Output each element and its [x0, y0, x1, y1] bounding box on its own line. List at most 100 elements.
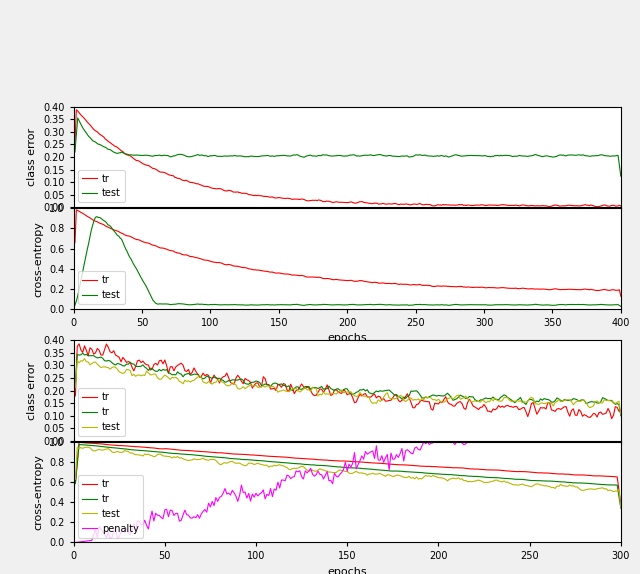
Y-axis label: cross-entropy: cross-entropy — [34, 454, 44, 530]
tr — [398, 395, 406, 402]
Legend: tr, tr, test: tr, tr, test — [79, 389, 125, 436]
test — [533, 480, 541, 487]
tr — [74, 459, 81, 466]
Line: tr: tr — [76, 443, 621, 503]
test — [138, 152, 146, 159]
Line: tr: tr — [76, 444, 621, 508]
test — [93, 213, 100, 220]
tr — [467, 202, 474, 209]
Line: penalty: penalty — [76, 442, 621, 542]
tr — [617, 407, 625, 414]
tr — [72, 207, 80, 214]
tr — [71, 239, 79, 246]
tr — [398, 461, 406, 468]
Line: tr: tr — [76, 344, 621, 418]
tr — [74, 351, 81, 358]
tr — [568, 407, 575, 414]
penalty — [394, 454, 402, 461]
test — [398, 393, 406, 400]
test — [469, 152, 477, 159]
X-axis label: epochs: epochs — [328, 567, 367, 574]
tr — [396, 398, 404, 405]
tr — [568, 397, 575, 404]
test — [71, 149, 79, 156]
tr — [617, 293, 625, 300]
Line: tr: tr — [75, 210, 621, 296]
test — [250, 301, 258, 308]
test — [250, 153, 258, 160]
tr — [79, 350, 86, 356]
tr — [398, 397, 406, 404]
test — [289, 152, 296, 158]
test — [416, 151, 424, 158]
X-axis label: epochs: epochs — [328, 333, 367, 343]
tr — [467, 284, 474, 290]
penalty — [72, 539, 79, 546]
test — [469, 301, 477, 308]
tr — [72, 379, 79, 386]
test — [533, 400, 541, 407]
test — [76, 445, 83, 452]
tr — [72, 106, 80, 113]
test — [396, 472, 404, 479]
tr — [617, 500, 625, 507]
tr — [416, 281, 424, 288]
Legend: tr, test: tr, test — [79, 170, 125, 203]
tr — [289, 196, 296, 203]
tr — [469, 284, 477, 291]
tr — [138, 238, 146, 245]
tr — [617, 505, 625, 511]
Line: tr: tr — [75, 110, 621, 207]
Y-axis label: class error: class error — [28, 128, 37, 186]
penalty — [420, 439, 428, 445]
Y-axis label: class error: class error — [28, 362, 37, 420]
tr — [396, 468, 404, 475]
Legend: tr, tr, test, penalty: tr, tr, test, penalty — [79, 475, 143, 538]
Legend: tr, test: tr, test — [79, 272, 125, 304]
test — [407, 394, 415, 401]
test — [398, 473, 406, 480]
tr — [138, 160, 146, 166]
tr — [250, 266, 258, 273]
test — [617, 173, 625, 180]
tr — [416, 200, 424, 207]
tr — [289, 272, 296, 278]
tr — [593, 203, 600, 210]
test — [81, 355, 88, 362]
tr — [533, 477, 541, 484]
test — [617, 303, 625, 310]
tr — [72, 393, 79, 400]
tr — [617, 203, 625, 210]
penalty — [568, 439, 575, 445]
test — [72, 476, 79, 483]
test — [289, 301, 296, 308]
tr — [72, 479, 79, 486]
test — [416, 301, 424, 308]
tr — [407, 468, 415, 475]
Line: test: test — [75, 118, 621, 176]
test — [138, 276, 146, 282]
test — [74, 357, 81, 364]
test — [467, 301, 474, 308]
tr — [407, 399, 415, 406]
tr — [407, 387, 415, 394]
test — [396, 392, 404, 399]
penalty — [617, 439, 625, 445]
penalty — [533, 439, 541, 445]
penalty — [396, 450, 404, 457]
tr — [250, 192, 258, 199]
test — [617, 411, 625, 418]
tr — [72, 480, 79, 487]
tr — [617, 412, 625, 419]
penalty — [405, 448, 413, 455]
tr — [469, 202, 477, 209]
test — [568, 483, 575, 490]
tr — [76, 340, 83, 347]
penalty — [74, 539, 81, 546]
Line: test: test — [76, 359, 621, 414]
tr — [74, 460, 81, 467]
test — [617, 504, 625, 511]
tr — [76, 439, 83, 446]
tr — [533, 398, 541, 405]
tr — [533, 470, 541, 476]
